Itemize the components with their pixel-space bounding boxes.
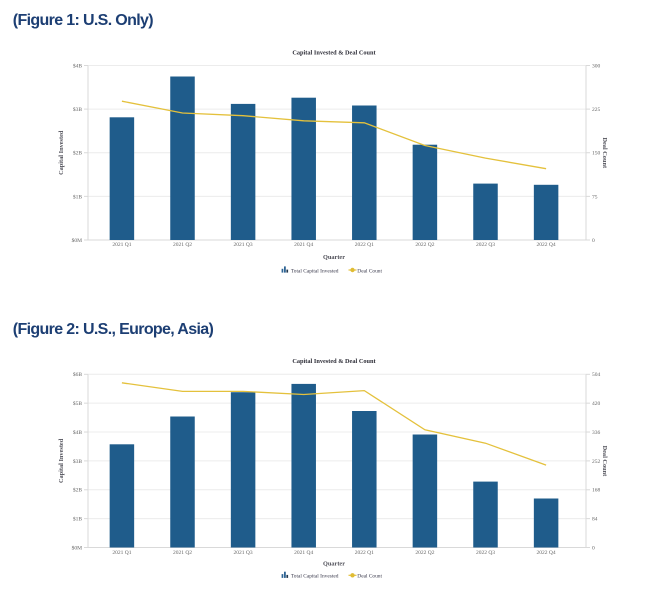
svg-text:84: 84 (592, 517, 598, 523)
svg-text:420: 420 (592, 401, 601, 407)
svg-text:$2B: $2B (73, 150, 83, 157)
svg-text:$4B: $4B (73, 62, 83, 69)
svg-text:504: 504 (592, 372, 601, 378)
svg-text:Capital Invested: Capital Invested (58, 438, 65, 483)
svg-text:300: 300 (592, 63, 601, 69)
svg-text:2022 Q4: 2022 Q4 (537, 550, 556, 556)
svg-text:Total Capital Invested: Total Capital Invested (291, 574, 339, 580)
svg-text:2021 Q3: 2021 Q3 (234, 550, 253, 556)
svg-text:2022 Q3: 2022 Q3 (476, 242, 495, 248)
svg-text:Capital Invested & Deal Count: Capital Invested & Deal Count (292, 50, 376, 57)
svg-text:$5B: $5B (73, 400, 83, 407)
svg-text:2021 Q4: 2021 Q4 (294, 550, 313, 556)
svg-text:Total Capital Invested: Total Capital Invested (291, 268, 339, 274)
svg-text:2021 Q4: 2021 Q4 (294, 242, 313, 248)
svg-text:2022 Q3: 2022 Q3 (476, 550, 495, 556)
svg-text:Deal Count: Deal Count (357, 268, 382, 274)
svg-text:$4B: $4B (73, 429, 83, 436)
svg-text:252: 252 (592, 459, 601, 465)
svg-text:$1B: $1B (73, 193, 83, 200)
svg-text:75: 75 (592, 194, 598, 200)
svg-text:0: 0 (592, 238, 595, 244)
svg-text:Quarter: Quarter (323, 254, 345, 261)
svg-text:$2B: $2B (73, 487, 83, 494)
svg-text:168: 168 (592, 488, 601, 494)
svg-text:2021 Q1: 2021 Q1 (112, 242, 131, 248)
svg-text:2021 Q3: 2021 Q3 (234, 242, 253, 248)
svg-text:Deal Count: Deal Count (357, 574, 382, 580)
svg-text:2021 Q2: 2021 Q2 (173, 242, 192, 248)
svg-text:2022 Q2: 2022 Q2 (415, 550, 434, 556)
svg-text:$3B: $3B (73, 106, 83, 113)
svg-text:$6B: $6B (73, 371, 83, 378)
svg-text:2021 Q1: 2021 Q1 (112, 550, 131, 556)
svg-text:2022 Q1: 2022 Q1 (355, 242, 374, 248)
svg-text:$1B: $1B (73, 516, 83, 523)
svg-text:Capital Invested: Capital Invested (58, 130, 65, 175)
svg-text:336: 336 (592, 430, 601, 436)
svg-text:2022 Q4: 2022 Q4 (537, 242, 556, 248)
svg-text:2021 Q2: 2021 Q2 (173, 550, 192, 556)
svg-text:$3B: $3B (73, 458, 83, 465)
svg-text:Quarter: Quarter (323, 561, 345, 568)
svg-text:Deal Count: Deal Count (601, 446, 608, 478)
svg-text:$0M: $0M (72, 237, 83, 244)
svg-text:Deal Count: Deal Count (601, 137, 608, 169)
svg-text:150: 150 (592, 151, 601, 157)
svg-text:2022 Q1: 2022 Q1 (355, 550, 374, 556)
svg-text:$0M: $0M (72, 544, 83, 551)
svg-text:Capital Invested & Deal Count: Capital Invested & Deal Count (292, 358, 376, 365)
svg-text:225: 225 (592, 107, 601, 113)
svg-text:0: 0 (592, 545, 595, 551)
svg-text:2022 Q2: 2022 Q2 (415, 242, 434, 248)
